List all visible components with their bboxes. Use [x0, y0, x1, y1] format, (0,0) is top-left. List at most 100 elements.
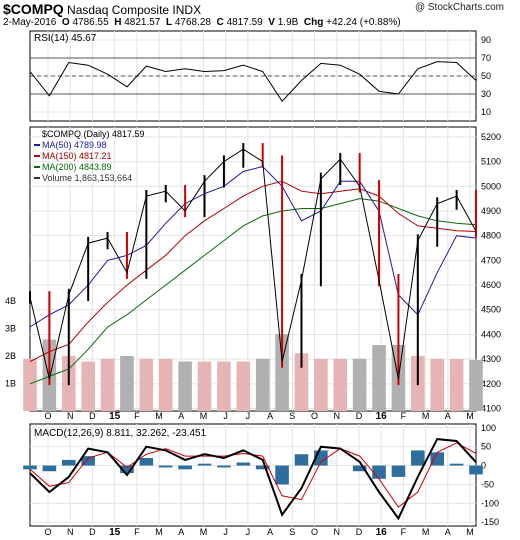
ma200-line	[29, 198, 477, 385]
change-value: +42.24 (+0.88%)	[326, 17, 401, 28]
open-value: 4786.55	[72, 17, 109, 28]
ma150-line	[29, 180, 477, 363]
x-tick-label: M	[466, 527, 474, 537]
macd-ytick-label: -50	[481, 479, 494, 489]
macd-panel	[29, 423, 477, 527]
macd-ytick-label: 50	[481, 442, 491, 452]
macd-histogram-bar	[372, 465, 386, 479]
volume-bar	[275, 334, 289, 411]
rsi-ytick-label: 90	[481, 35, 491, 45]
volume-label: V	[268, 17, 275, 28]
macd-histogram-bar	[81, 456, 95, 466]
close-label: C	[216, 17, 224, 28]
x-tick-label: J	[223, 411, 228, 421]
volume-bar	[197, 361, 212, 411]
x-tick-label: 15	[109, 411, 121, 422]
credit: @ StockCharts.com	[414, 2, 504, 13]
price-ytick-label: 4700	[481, 255, 501, 265]
x-tick-label: O	[311, 411, 318, 421]
quote-line: 2-May-2016 O 4786.55 H 4821.57 L 4768.28…	[3, 17, 401, 28]
rsi-ytick-label: 10	[481, 107, 491, 117]
macd-histogram-bar	[275, 465, 289, 485]
macd-histogram-bar	[178, 465, 192, 470]
index-name: Nasdaq Composite INDX	[67, 3, 202, 17]
macd-histogram-bar	[139, 458, 154, 466]
volume-bar	[430, 358, 445, 411]
price-ytick-label: 5200	[481, 132, 501, 142]
x-tick-label: S	[289, 411, 295, 421]
x-tick-label: O	[311, 527, 318, 537]
price-line	[29, 148, 477, 380]
x-tick-label: A	[178, 411, 184, 421]
volume-tick-label: 3B	[5, 324, 16, 334]
price-ytick-label: 4100	[481, 404, 501, 414]
x-tick-label: A	[267, 527, 273, 537]
volume-bar	[469, 359, 483, 411]
price-ytick-label: 4200	[481, 379, 501, 389]
macd-histogram-bar	[120, 465, 134, 474]
volume-bar	[23, 358, 37, 411]
price-ytick-label: 4300	[481, 354, 501, 364]
volume-bar	[333, 358, 348, 411]
rsi-ytick-label: 30	[481, 89, 491, 99]
x-tick-label: J	[223, 527, 228, 537]
x-tick-label: F	[401, 527, 407, 537]
x-tick-label: A	[267, 411, 273, 421]
x-tick-label: O	[44, 411, 51, 421]
price-legend-entry: MA(200) 4843.89	[42, 162, 112, 172]
x-tick-label: M	[155, 527, 163, 537]
x-tick-label: M	[200, 411, 208, 421]
rsi-ytick-label: 50	[481, 71, 491, 81]
open-label: O	[61, 17, 70, 28]
volume-bar	[449, 358, 464, 411]
price-legend-entry: MA(50) 4789.98	[42, 140, 107, 150]
x-tick-label: A	[445, 527, 451, 537]
x-tick-label: S	[289, 527, 295, 537]
x-tick-label: N	[333, 411, 340, 421]
low-value: 4768.28	[174, 17, 211, 28]
macd-ytick-label: -100	[481, 498, 499, 508]
volume-bar	[100, 358, 115, 411]
macd-histogram-bar	[255, 465, 270, 470]
ma50-line	[29, 165, 477, 328]
x-tick-label: M	[422, 527, 430, 537]
x-tick-label: F	[134, 411, 140, 421]
price-ytick-label: 4800	[481, 231, 501, 241]
price-ytick-label: 5100	[481, 157, 501, 167]
x-tick-label: M	[422, 411, 430, 421]
x-tick-label: D	[356, 527, 363, 537]
x-tick-label: F	[401, 411, 407, 421]
volume-value: 1.9B	[277, 17, 299, 28]
macd-ytick-label: -150	[481, 517, 499, 527]
macd-legend: MACD(12,26,9) 8.811, 32.262, -23.451	[34, 428, 207, 439]
x-tick-label: A	[445, 411, 451, 421]
x-tick-label: N	[333, 527, 340, 537]
macd-histogram-bar	[352, 465, 367, 472]
volume-tick-label: 1B	[5, 379, 16, 389]
macd-histogram-bar	[158, 465, 173, 468]
x-tick-label: D	[356, 411, 363, 421]
x-tick-label: F	[134, 527, 140, 537]
volume-bar	[120, 356, 134, 411]
volume-bar	[294, 353, 309, 411]
volume-bar	[314, 358, 328, 411]
macd-line	[29, 438, 477, 521]
close-value: 4817.59	[226, 17, 263, 28]
volume-tick-label: 4B	[5, 296, 16, 306]
x-tick-label: 16	[376, 527, 388, 538]
price-ytick-label: 4500	[481, 305, 501, 315]
price-ytick-label: 5000	[481, 181, 501, 191]
low-label: L	[165, 17, 173, 28]
x-tick-label: M	[466, 411, 474, 421]
volume-bar	[178, 361, 192, 411]
volume-bar	[255, 358, 270, 411]
rsi-line	[29, 61, 477, 103]
quote-date: 2-May-2016	[3, 17, 57, 28]
macd-histogram-bar	[294, 454, 309, 466]
x-tick-label: D	[89, 527, 96, 537]
macd-histogram-bar	[469, 465, 483, 475]
macd-histogram-bar	[236, 462, 251, 466]
macd-histogram-bar	[61, 459, 76, 466]
symbol: $COMPQ	[3, 1, 64, 17]
